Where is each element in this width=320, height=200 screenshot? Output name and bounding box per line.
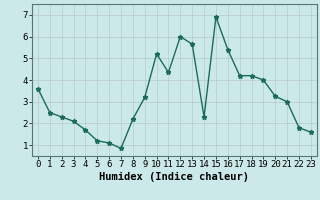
X-axis label: Humidex (Indice chaleur): Humidex (Indice chaleur) — [100, 172, 249, 182]
